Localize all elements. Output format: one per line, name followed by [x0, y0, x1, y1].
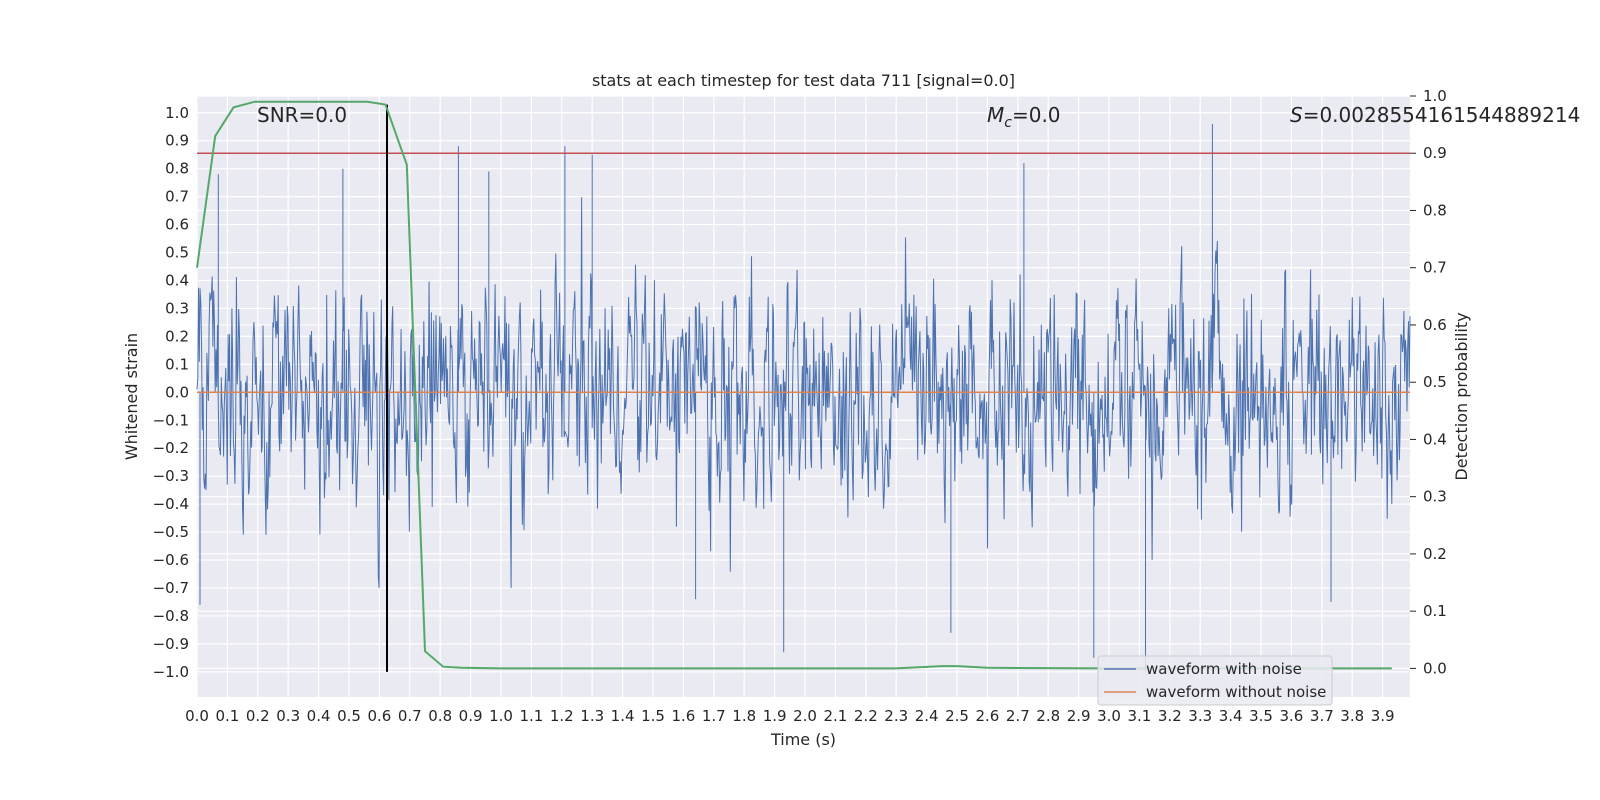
- x-tick-label: 0.5: [337, 707, 361, 725]
- x-tick-label: 1.6: [671, 707, 695, 725]
- y2-tick-label: 0.2: [1423, 545, 1447, 563]
- x-tick-label: 1.1: [519, 707, 543, 725]
- x-tick-label: 3.4: [1219, 707, 1243, 725]
- snr-annotation: SNR=0.0: [257, 103, 347, 127]
- y-tick-label: 0.9: [165, 132, 189, 150]
- x-tick-label: 2.9: [1067, 707, 1091, 725]
- y-tick-label: 0.7: [165, 188, 189, 206]
- x-tick-label: 2.8: [1036, 707, 1060, 725]
- x-tick-label: 3.6: [1280, 707, 1304, 725]
- y2-tick-label: 0.3: [1423, 488, 1447, 506]
- chart-title: stats at each timestep for test data 711…: [592, 71, 1015, 90]
- legend-box: [1097, 655, 1333, 706]
- y-tick-label: 0.5: [165, 244, 189, 262]
- x-tick-label: 2.2: [854, 707, 878, 725]
- y-tick-label: −0.2: [153, 439, 189, 457]
- x-tick-label: 0.0: [185, 707, 209, 725]
- y2-axis-label: Detection probability: [1452, 312, 1471, 480]
- y-tick-label: −0.3: [153, 467, 189, 485]
- x-tick-label: 3.9: [1371, 707, 1395, 725]
- x-tick-label: 1.8: [732, 707, 756, 725]
- legend-label-clean: waveform without noise: [1146, 683, 1326, 701]
- s-value: =0.0028554161544889214: [1303, 103, 1581, 127]
- x-tick-label: 2.0: [793, 707, 817, 725]
- y-tick-label: 0.6: [165, 216, 189, 234]
- x-tick-label: 1.7: [702, 707, 726, 725]
- y2-tick-label: 0.9: [1423, 144, 1447, 162]
- x-tick-label: 3.3: [1188, 707, 1212, 725]
- x-tick-label: 3.7: [1310, 707, 1334, 725]
- x-axis-label: Time (s): [770, 730, 836, 749]
- mc-subscript: c: [1004, 115, 1012, 131]
- mc-value: =0.0: [1012, 103, 1061, 127]
- y2-tick-label: 1.0: [1423, 87, 1447, 105]
- y2-tick-label: 0.7: [1423, 259, 1447, 277]
- y-tick-label: 0.8: [165, 160, 189, 178]
- x-tick-label: 2.6: [975, 707, 999, 725]
- x-tick-label: 1.2: [550, 707, 574, 725]
- series-waveform-with-noise: [196, 124, 1411, 672]
- x-tick-label: 0.7: [398, 707, 422, 725]
- chirp-mass-annotation: Mc=0.0: [987, 103, 1061, 131]
- x-tick-label: 2.1: [823, 707, 847, 725]
- mc-symbol: M: [987, 103, 1004, 127]
- x-tick-label: 1.9: [763, 707, 787, 725]
- x-tick-label: 2.3: [884, 707, 908, 725]
- x-tick-label: 0.1: [215, 707, 239, 725]
- series-detection-probability: [196, 100, 1392, 670]
- y2-tick-label: 0.0: [1423, 659, 1447, 677]
- x-tick-label: 2.5: [945, 707, 969, 725]
- y2-tick-label: 0.6: [1423, 316, 1447, 334]
- x-tick-label: 0.6: [367, 707, 391, 725]
- x-tick-label: 1.5: [641, 707, 665, 725]
- x-tick-label: 0.4: [307, 707, 331, 725]
- x-tick-label: 2.4: [915, 707, 939, 725]
- y-tick-label: −0.7: [153, 579, 189, 597]
- legend: waveform with noise waveform without noi…: [1097, 655, 1333, 706]
- s-symbol: S: [1290, 103, 1303, 127]
- y-tick-label: 0.0: [165, 383, 189, 401]
- x-tick-label: 2.7: [1006, 707, 1030, 725]
- x-tick-label: 3.2: [1158, 707, 1182, 725]
- ticks: 0.0 0.1 0.2 0.3 0.4 0.5 0.6 0.7 0.8 0.9 1.0 1.1 1.2 1…: [153, 87, 1447, 725]
- x-tick-label: 0.3: [276, 707, 300, 725]
- legend-label-noise: waveform with noise: [1146, 660, 1302, 678]
- data-layer: [196, 100, 1411, 672]
- y2-tick-label: 0.4: [1423, 430, 1447, 448]
- y-tick-label: −0.1: [153, 411, 189, 429]
- x-tick-label: 1.3: [580, 707, 604, 725]
- y-tick-label: −0.5: [153, 523, 189, 541]
- x-tick-label: 1.0: [489, 707, 513, 725]
- y2-tick-label: 0.1: [1423, 602, 1447, 620]
- y-tick-label: −0.6: [153, 551, 189, 569]
- y-tick-label: −0.9: [153, 635, 189, 653]
- y-tick-label: −1.0: [153, 663, 189, 681]
- x-tick-label: 0.9: [459, 707, 483, 725]
- y-tick-label: −0.8: [153, 607, 189, 625]
- s-annotation: S=0.0028554161544889214: [1290, 103, 1580, 127]
- y-tick-label: 0.1: [165, 355, 189, 373]
- x-tick-label: 3.8: [1340, 707, 1364, 725]
- y2-tick-label: 0.5: [1423, 373, 1447, 391]
- x-tick-label: 3.1: [1128, 707, 1152, 725]
- x-tick-label: 0.8: [428, 707, 452, 725]
- x-tick-label: 1.4: [611, 707, 635, 725]
- y-tick-label: 0.4: [165, 271, 189, 289]
- y-axis-label: Whitened strain: [122, 333, 141, 460]
- y2-tick-label: 0.8: [1423, 201, 1447, 219]
- y-tick-label: 0.3: [165, 299, 189, 317]
- x-tick-label: 0.2: [246, 707, 270, 725]
- x-tick-label: 3.5: [1249, 707, 1273, 725]
- y-tick-label: 0.2: [165, 327, 189, 345]
- x-tick-label: 3.0: [1097, 707, 1121, 725]
- y-tick-label: 1.0: [165, 104, 189, 122]
- y-tick-label: −0.4: [153, 495, 189, 513]
